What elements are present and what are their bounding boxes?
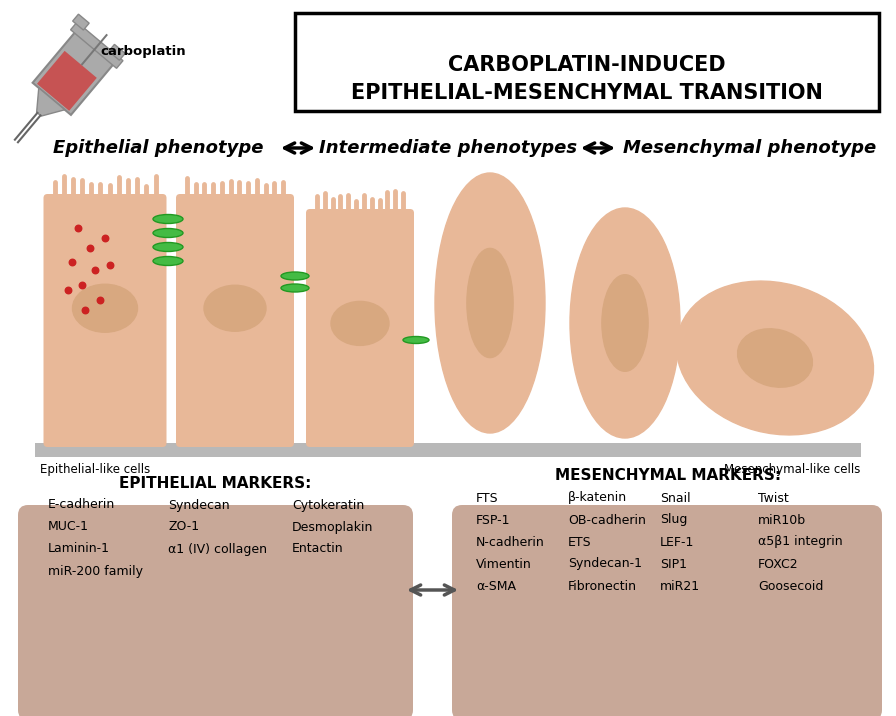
Point <box>88 264 102 276</box>
Ellipse shape <box>281 272 309 280</box>
Text: E-cadherin: E-cadherin <box>48 498 116 511</box>
Text: Mesenchymal-like cells: Mesenchymal-like cells <box>724 463 860 475</box>
Text: Syndecan-1: Syndecan-1 <box>568 558 642 571</box>
Point <box>71 222 85 233</box>
Point <box>75 279 90 291</box>
FancyBboxPatch shape <box>44 194 167 447</box>
Polygon shape <box>108 44 125 60</box>
Ellipse shape <box>73 284 137 332</box>
Text: Cytokeratin: Cytokeratin <box>292 498 365 511</box>
Ellipse shape <box>435 173 545 433</box>
Polygon shape <box>73 14 90 30</box>
Text: Fibronectin: Fibronectin <box>568 579 637 593</box>
Text: α1 (IV) collagen: α1 (IV) collagen <box>168 543 267 556</box>
Text: Desmoplakin: Desmoplakin <box>292 521 374 533</box>
Text: Slug: Slug <box>660 513 687 526</box>
Text: ZO-1: ZO-1 <box>168 521 199 533</box>
Bar <box>35 443 861 457</box>
Text: carboplatin: carboplatin <box>100 46 185 59</box>
Text: EPITHELIAL MARKERS:: EPITHELIAL MARKERS: <box>119 475 311 490</box>
Text: Snail: Snail <box>660 491 691 505</box>
Text: FOXC2: FOXC2 <box>758 558 798 571</box>
Ellipse shape <box>153 243 183 251</box>
Point <box>61 284 75 296</box>
Ellipse shape <box>153 256 183 266</box>
Text: OB-cadherin: OB-cadherin <box>568 513 646 526</box>
Text: MUC-1: MUC-1 <box>48 521 89 533</box>
Point <box>93 294 108 306</box>
Text: Entactin: Entactin <box>292 543 344 556</box>
Ellipse shape <box>467 248 513 357</box>
Text: Mesenchymal phenotype: Mesenchymal phenotype <box>624 139 876 157</box>
Text: α-SMA: α-SMA <box>476 579 516 593</box>
Text: miR10b: miR10b <box>758 513 806 526</box>
Text: β-katenin: β-katenin <box>568 491 627 505</box>
Text: α5β1 integrin: α5β1 integrin <box>758 536 842 548</box>
Text: Syndecan: Syndecan <box>168 498 229 511</box>
Text: Epithelial phenotype: Epithelial phenotype <box>53 139 263 157</box>
Ellipse shape <box>281 284 309 292</box>
Polygon shape <box>71 22 123 68</box>
Point <box>103 259 117 271</box>
Text: Twist: Twist <box>758 491 788 505</box>
Text: miR21: miR21 <box>660 579 700 593</box>
Point <box>65 256 79 268</box>
Point <box>98 232 112 243</box>
Point <box>82 242 97 253</box>
FancyBboxPatch shape <box>295 13 879 111</box>
FancyBboxPatch shape <box>306 209 414 447</box>
Text: Intermediate phenotypes: Intermediate phenotypes <box>319 139 577 157</box>
Text: N-cadherin: N-cadherin <box>476 536 545 548</box>
Text: FSP-1: FSP-1 <box>476 513 511 526</box>
Polygon shape <box>32 29 116 115</box>
Text: Goosecoid: Goosecoid <box>758 579 823 593</box>
FancyBboxPatch shape <box>176 194 294 447</box>
Ellipse shape <box>403 337 429 344</box>
Text: MESENCHYMAL MARKERS:: MESENCHYMAL MARKERS: <box>555 468 781 483</box>
Text: FTS: FTS <box>476 491 499 505</box>
Text: Vimentin: Vimentin <box>476 558 531 571</box>
Ellipse shape <box>676 281 874 435</box>
Text: LEF-1: LEF-1 <box>660 536 694 548</box>
Ellipse shape <box>153 228 183 238</box>
Ellipse shape <box>153 215 183 223</box>
Point <box>78 304 92 316</box>
Text: Laminin-1: Laminin-1 <box>48 543 110 556</box>
Text: SIP1: SIP1 <box>660 558 687 571</box>
Ellipse shape <box>602 275 648 372</box>
Text: Epithelial-like cells: Epithelial-like cells <box>40 463 151 475</box>
Text: ETS: ETS <box>568 536 591 548</box>
Text: miR-200 family: miR-200 family <box>48 564 143 578</box>
Polygon shape <box>37 51 97 111</box>
Ellipse shape <box>570 208 680 438</box>
Ellipse shape <box>331 301 389 345</box>
FancyBboxPatch shape <box>18 505 413 716</box>
Text: EPITHELIAL-MESENCHYMAL TRANSITION: EPITHELIAL-MESENCHYMAL TRANSITION <box>351 83 823 103</box>
Polygon shape <box>81 34 108 66</box>
Ellipse shape <box>204 285 266 332</box>
Text: CARBOPLATIN-INDUCED: CARBOPLATIN-INDUCED <box>448 55 726 75</box>
Polygon shape <box>37 88 65 116</box>
FancyBboxPatch shape <box>452 505 882 716</box>
Ellipse shape <box>737 329 813 387</box>
